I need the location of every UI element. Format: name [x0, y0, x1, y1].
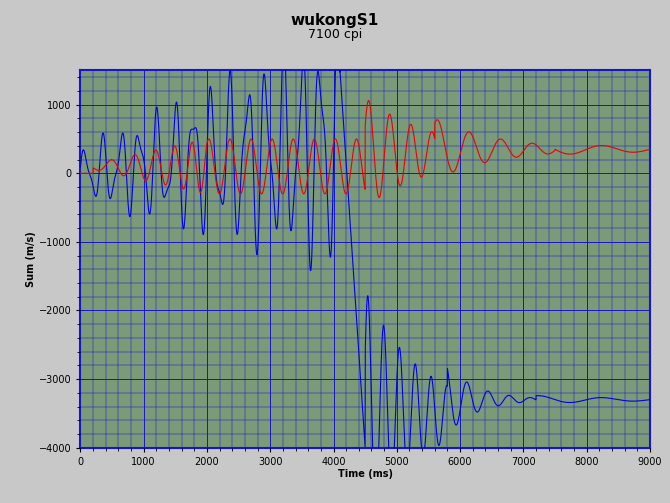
Text: 7100 cpi: 7100 cpi — [308, 28, 362, 41]
Y-axis label: Sum (m/s): Sum (m/s) — [26, 231, 36, 287]
X-axis label: Time (ms): Time (ms) — [338, 469, 393, 479]
Text: wukongS1: wukongS1 — [291, 13, 379, 28]
